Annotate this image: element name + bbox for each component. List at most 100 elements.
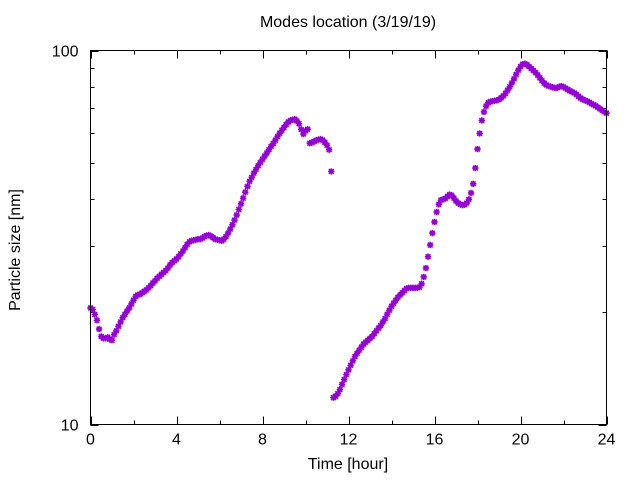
x-tick-label: 12 — [340, 432, 358, 449]
data-point — [375, 324, 382, 332]
data-point — [259, 156, 266, 163]
data-point — [480, 108, 488, 116]
data-point — [336, 386, 344, 393]
data-point — [229, 221, 236, 228]
data-point — [435, 201, 442, 208]
data-point — [276, 129, 283, 137]
data-point — [304, 125, 311, 133]
data-points — [87, 60, 610, 401]
data-point — [278, 127, 286, 134]
data-point — [263, 149, 270, 157]
x-tick-label: 4 — [172, 432, 181, 449]
data-point — [422, 264, 430, 272]
data-point — [334, 390, 341, 397]
data-point — [244, 183, 251, 190]
data-point — [108, 337, 116, 344]
data-point — [508, 79, 516, 87]
data-point — [513, 71, 520, 78]
data-point — [267, 143, 275, 150]
data-point — [300, 130, 307, 138]
data-point — [379, 318, 387, 326]
data-point — [467, 189, 475, 197]
data-point — [431, 218, 438, 226]
x-tick-label: 20 — [512, 432, 530, 449]
data-point — [345, 366, 352, 374]
data-point — [341, 376, 348, 383]
x-tick-label: 8 — [258, 432, 267, 449]
x-tick-label: 0 — [86, 432, 95, 449]
data-point — [89, 306, 96, 313]
data-point — [181, 244, 189, 251]
data-point — [115, 323, 122, 330]
data-point — [381, 315, 389, 322]
data-point — [261, 152, 268, 160]
data-point — [130, 296, 137, 304]
data-point — [306, 140, 313, 147]
data-point — [280, 124, 288, 131]
plot-frame — [90, 50, 607, 425]
data-point — [239, 194, 247, 202]
data-point — [242, 188, 249, 196]
data-point — [504, 87, 511, 94]
chart-title: Modes location (3/19/19) — [259, 14, 437, 31]
y-tick-label: 100 — [52, 44, 79, 61]
data-point — [439, 196, 447, 203]
data-point — [351, 353, 359, 360]
data-point — [388, 303, 395, 310]
data-point — [123, 307, 131, 315]
data-point — [390, 300, 397, 307]
data-point — [558, 82, 565, 90]
data-point — [416, 283, 423, 291]
data-point — [321, 139, 329, 146]
data-point — [270, 140, 277, 147]
data-point — [298, 126, 305, 133]
data-point — [325, 146, 333, 153]
data-point — [429, 229, 436, 237]
x-tick-label: 24 — [598, 432, 616, 449]
data-point — [295, 120, 303, 127]
data-point — [265, 146, 273, 153]
data-point — [227, 225, 234, 233]
data-point — [323, 142, 331, 149]
data-point — [250, 169, 258, 177]
x-axis-label: Time [hour] — [307, 456, 389, 473]
data-point — [547, 83, 554, 90]
data-point — [373, 327, 380, 335]
data-point — [175, 253, 182, 260]
data-point — [478, 117, 485, 124]
data-point — [349, 357, 356, 365]
data-point — [237, 200, 245, 208]
data-point — [358, 343, 365, 351]
data-point — [110, 331, 118, 338]
data-point — [117, 318, 124, 326]
data-point — [465, 196, 473, 203]
y-tick-label: 10 — [61, 418, 79, 435]
data-point — [235, 206, 243, 213]
data-point — [205, 231, 212, 239]
data-point — [313, 137, 320, 144]
data-point — [427, 241, 434, 249]
data-point — [368, 333, 376, 340]
data-point — [293, 117, 301, 125]
data-point — [257, 159, 264, 166]
data-point — [317, 136, 324, 143]
data-point — [472, 164, 479, 172]
data-point — [420, 273, 427, 281]
data-point — [353, 350, 361, 357]
data-point — [177, 250, 185, 258]
data-point — [328, 168, 335, 175]
data-point — [179, 247, 187, 255]
data-point — [164, 264, 172, 272]
data-point — [246, 178, 253, 185]
data-point — [125, 304, 133, 312]
data-point — [384, 311, 391, 318]
data-point — [255, 162, 262, 169]
data-point — [343, 371, 350, 378]
data-point — [476, 130, 483, 137]
data-point — [457, 201, 464, 208]
data-point — [272, 136, 279, 144]
data-point — [106, 336, 114, 343]
data-point — [332, 393, 339, 400]
x-tick-label: 16 — [426, 432, 444, 449]
data-point — [437, 196, 445, 204]
